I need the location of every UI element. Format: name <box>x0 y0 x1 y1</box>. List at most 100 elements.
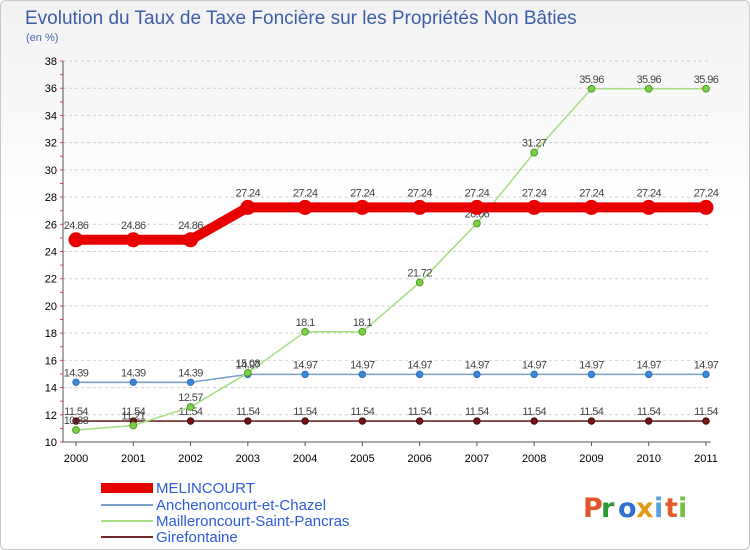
x-tick-label: 2001 <box>121 453 145 465</box>
data-point <box>301 370 309 379</box>
data-point <box>702 370 710 379</box>
y-tick-label: 20 <box>45 301 57 313</box>
data-point <box>473 370 481 379</box>
data-label: 21.72 <box>407 268 432 280</box>
x-tick-label: 2006 <box>407 453 431 465</box>
series-melincourt: 24.86 24.86 24.86 27.24 27.24 27.24 27.24 27.24… <box>64 187 719 248</box>
data-point <box>72 426 80 434</box>
data-label: 24.86 <box>64 220 89 232</box>
data-label: 11.54 <box>408 406 432 418</box>
y-tick-label: 30 <box>45 165 57 177</box>
logo-letter: P <box>583 493 603 524</box>
series-mailleroncourt-saint-pancras: 10.8811.2112.5715.0818.118.121.7226.0631… <box>64 74 719 434</box>
data-point <box>645 417 653 425</box>
proxiti-logo: Pr o x i t i <box>583 493 687 524</box>
data-point <box>415 278 424 287</box>
legend-label: Mailleroncourt-Saint-Pancras <box>156 513 349 530</box>
data-label: 11.54 <box>694 406 718 418</box>
data-label: 27.24 <box>522 187 547 199</box>
data-label: 10.88 <box>64 415 89 427</box>
y-tick-label: 38 <box>45 56 57 68</box>
data-point <box>526 199 542 215</box>
data-point <box>644 84 653 93</box>
logo-letter: r <box>601 493 615 524</box>
data-point <box>530 417 538 425</box>
data-label: 14.97 <box>293 359 318 371</box>
y-tick-label: 22 <box>45 274 57 286</box>
data-label: 11.54 <box>293 406 317 418</box>
legend-label: MELINCOURT <box>156 480 255 497</box>
data-point <box>412 199 428 215</box>
x-tick-label: 2008 <box>522 453 546 465</box>
data-point <box>125 232 141 248</box>
y-tick-label: 10 <box>45 437 57 449</box>
y-tick-label: 18 <box>45 328 57 340</box>
data-label: 27.24 <box>694 187 719 199</box>
y-tick-label: 36 <box>45 83 57 95</box>
data-label: 14.39 <box>64 367 89 379</box>
data-label: 14.97 <box>636 359 661 371</box>
data-label: 27.24 <box>407 187 432 199</box>
data-label: 27.24 <box>236 187 261 199</box>
x-tick-label: 2000 <box>64 453 88 465</box>
logo-letter: x <box>636 493 653 524</box>
data-point <box>301 417 309 425</box>
series-line <box>76 202 706 245</box>
data-label: 11.54 <box>121 406 145 418</box>
data-label: 11.54 <box>637 406 661 418</box>
data-point <box>129 378 137 386</box>
y-tick-label: 26 <box>45 219 57 231</box>
data-point <box>186 378 195 386</box>
series-line <box>75 87 706 431</box>
data-label: 18.1 <box>296 317 315 329</box>
data-label: 31.27 <box>522 138 547 150</box>
y-tick-label: 34 <box>45 110 57 122</box>
data-point <box>473 219 481 228</box>
data-label: 27.24 <box>293 187 318 199</box>
x-tick-label: 2010 <box>636 453 660 465</box>
data-point <box>702 84 710 93</box>
data-point <box>68 232 84 248</box>
data-point <box>244 417 252 425</box>
data-label: 24.86 <box>178 220 203 232</box>
data-point <box>587 370 596 379</box>
series-anchenoncourt-et-chazel: 14.39 14.39 14.39 14.97 14.97 14.97 14.97 14.97… <box>64 359 719 386</box>
legend-label: Anchenoncourt-et-Chazel <box>156 497 326 514</box>
logo-letter: i <box>654 493 663 524</box>
data-point <box>530 148 539 157</box>
data-label: 11.54 <box>64 406 88 418</box>
data-point <box>583 199 599 215</box>
x-tick-label: 2011 <box>694 453 718 465</box>
data-label: 11.54 <box>522 406 546 418</box>
logo-letter: t <box>665 493 678 524</box>
data-label: 24.86 <box>121 220 146 232</box>
series-girefontaine: 11.54 11.54 11.54 11.54 11.54 11.54 11.54 11.54… <box>64 406 719 425</box>
data-label: 14.39 <box>121 367 146 379</box>
data-label: 11.54 <box>351 406 375 418</box>
logo-letter: i <box>678 493 687 524</box>
data-label: 35.96 <box>694 74 719 86</box>
data-point <box>702 417 710 425</box>
data-point <box>240 199 256 215</box>
chart-subtitle: (en %) <box>26 32 58 44</box>
data-point <box>358 327 367 336</box>
data-label: 14.97 <box>522 359 547 371</box>
y-tick-label: 32 <box>45 138 57 150</box>
x-tick-label: 2009 <box>579 453 603 465</box>
data-label: 11.54 <box>465 406 489 418</box>
data-label: 14.97 <box>350 359 375 371</box>
series-line <box>76 373 706 384</box>
data-point <box>645 370 653 379</box>
x-tick-label: 2007 <box>465 453 489 465</box>
data-label: 14.97 <box>579 359 604 371</box>
data-point <box>698 199 714 215</box>
data-point <box>183 232 199 248</box>
data-point <box>72 417 80 425</box>
x-tick-label: 2002 <box>178 453 202 465</box>
series-group: 11.54 11.54 11.54 11.54 11.54 11.54 11.54 11.54… <box>64 74 719 434</box>
data-point <box>587 84 596 93</box>
data-label: 14.97 <box>407 359 432 371</box>
data-point <box>301 327 309 336</box>
